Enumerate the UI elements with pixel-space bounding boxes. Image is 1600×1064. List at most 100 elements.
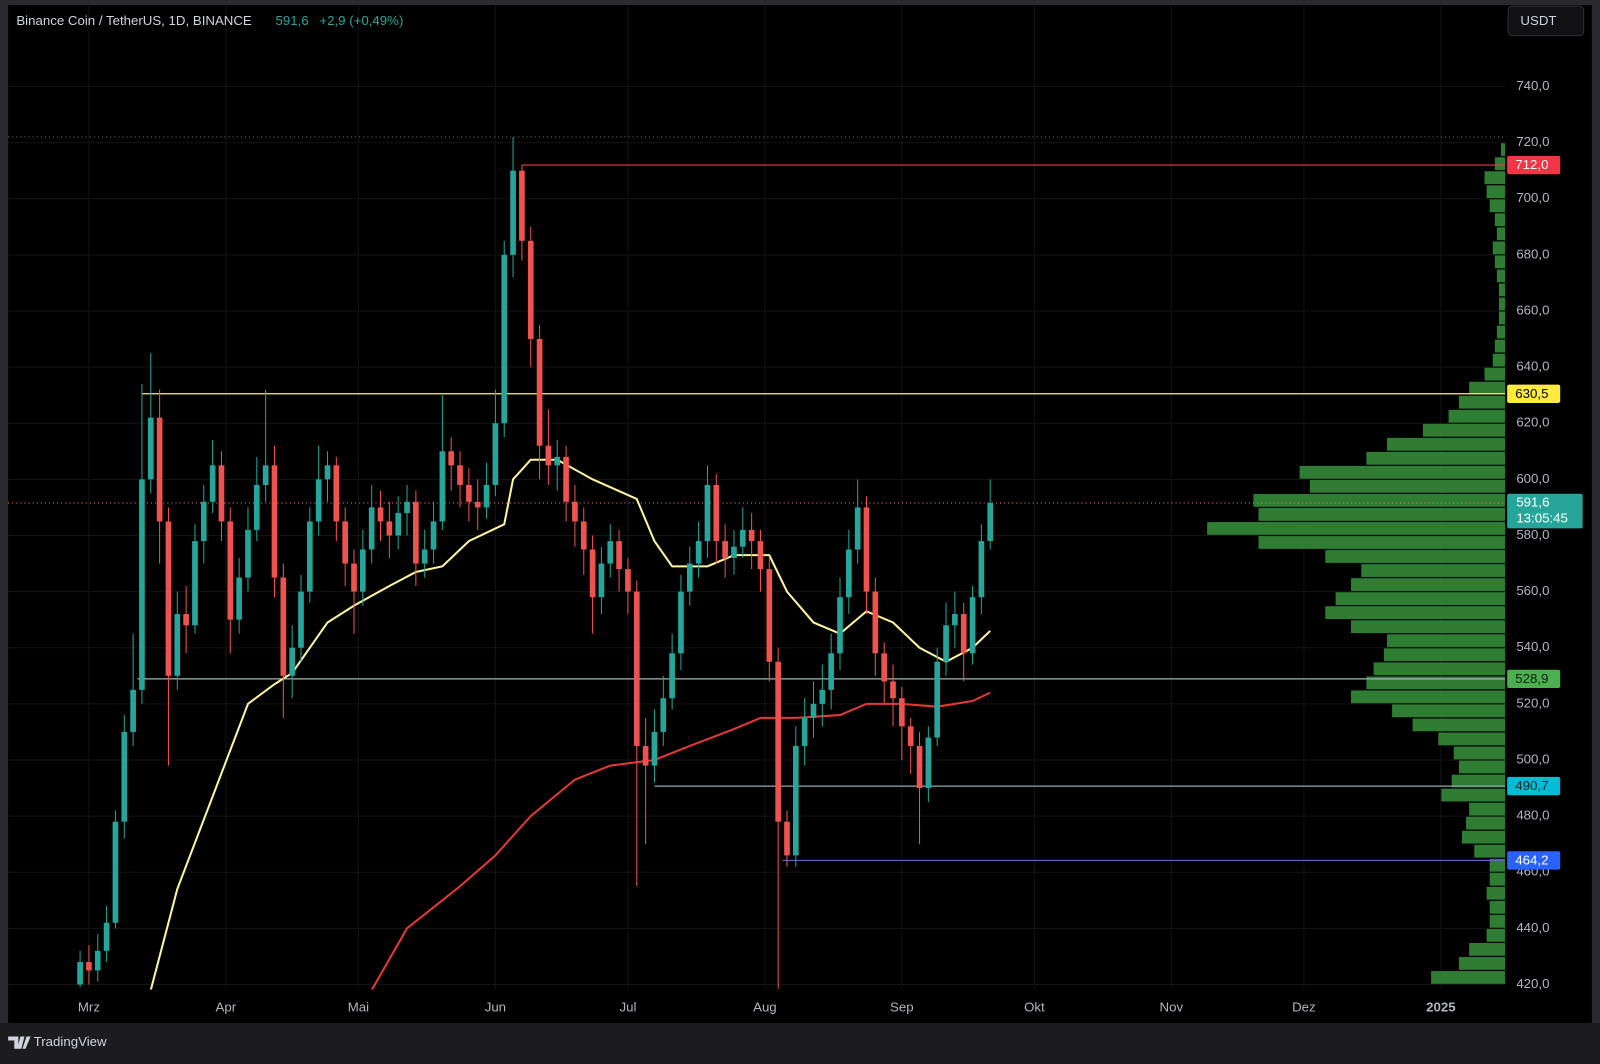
y-tick-label: 600,0 xyxy=(1516,471,1549,486)
candle-body xyxy=(209,465,216,502)
candle-body xyxy=(94,950,101,971)
x-tick-label: Apr xyxy=(216,999,237,1014)
profile-bar xyxy=(1484,171,1506,185)
profile-bar xyxy=(1492,241,1506,255)
candle-body xyxy=(739,529,746,547)
candle-body xyxy=(439,451,446,522)
x-tick-label: Okt xyxy=(1024,999,1045,1014)
candle-body xyxy=(828,653,834,690)
candle-body xyxy=(686,563,693,592)
candle-body xyxy=(642,745,649,766)
countdown-label: 13:05:45 xyxy=(1516,511,1568,526)
volume-profile xyxy=(1207,143,1506,984)
candle-body xyxy=(218,465,225,522)
profile-bar xyxy=(1466,816,1506,830)
level-label-box xyxy=(1507,669,1561,689)
currency-button[interactable] xyxy=(1507,5,1585,37)
candle-body xyxy=(854,507,861,550)
header-change: +2,9 (+0,49%) xyxy=(319,13,403,28)
candle-body xyxy=(360,549,366,592)
candle-body xyxy=(103,922,110,951)
level-label: 528,9 xyxy=(1515,671,1548,686)
candle-body xyxy=(245,529,251,578)
profile-bar xyxy=(1458,957,1506,970)
profile-bar xyxy=(1496,227,1506,241)
level-label-box xyxy=(1507,155,1561,175)
candle-body xyxy=(934,661,941,738)
profile-bar xyxy=(1373,662,1506,676)
candle-body xyxy=(147,417,154,480)
level-label: 712,0 xyxy=(1515,157,1548,172)
candle-body xyxy=(819,689,826,704)
profile-bar xyxy=(1366,451,1506,465)
y-tick-label: 640,0 xyxy=(1516,359,1549,374)
profile-bar xyxy=(1325,550,1506,563)
candle-body xyxy=(899,698,905,727)
profile-bar xyxy=(1309,479,1506,493)
candle-body xyxy=(801,717,808,746)
level-label-box xyxy=(1507,776,1561,796)
candle-body xyxy=(784,821,790,856)
candle-body xyxy=(563,456,569,502)
candle-body xyxy=(527,240,534,340)
candle-body xyxy=(695,541,702,564)
y-tick-label: 520,0 xyxy=(1516,695,1549,710)
tradingview-logo xyxy=(8,1036,31,1049)
profile-bar xyxy=(1486,928,1506,942)
header-price: 591,6 xyxy=(276,13,309,28)
candle-body xyxy=(536,339,543,446)
profile-bar xyxy=(1335,592,1506,606)
candle-body xyxy=(112,821,119,923)
profile-bar xyxy=(1461,830,1506,844)
candle-body xyxy=(77,962,83,985)
x-tick-label: Mrz xyxy=(78,999,100,1014)
candle-body xyxy=(589,549,596,598)
candle-body xyxy=(174,614,181,676)
profile-bar xyxy=(1489,914,1506,928)
candle-body xyxy=(846,549,852,598)
level-label-box xyxy=(1507,384,1561,403)
candle-body xyxy=(872,591,879,654)
y-tick-label: 500,0 xyxy=(1516,751,1549,766)
profile-bar xyxy=(1498,311,1506,325)
plot xyxy=(77,136,994,990)
profile-bar xyxy=(1494,255,1506,269)
moving-average-line xyxy=(149,458,991,990)
profile-bar xyxy=(1438,732,1506,746)
grid xyxy=(8,5,1506,990)
candle-body xyxy=(86,962,92,971)
candle-body xyxy=(837,597,843,654)
candle-body xyxy=(492,423,499,485)
profile-bar xyxy=(1500,143,1506,157)
currency-label[interactable]: USDT xyxy=(1520,13,1556,28)
candle-body xyxy=(757,541,764,570)
candle-body xyxy=(165,521,172,676)
x-tick-label: Aug xyxy=(753,999,777,1014)
candle-body xyxy=(510,170,516,255)
candle-body xyxy=(404,501,410,514)
candle-body xyxy=(625,569,631,592)
candle-body xyxy=(925,737,932,789)
candle-body xyxy=(952,614,958,626)
profile-bar xyxy=(1474,844,1506,858)
footer-brand: TradingView xyxy=(34,1034,107,1049)
y-tick-label: 540,0 xyxy=(1516,639,1549,654)
profile-bar xyxy=(1489,199,1506,213)
candle-body xyxy=(580,521,587,550)
profile-bar xyxy=(1299,465,1506,479)
y-tick-label: 580,0 xyxy=(1516,527,1549,542)
profile-bar xyxy=(1469,381,1506,395)
level-label: 464,2 xyxy=(1515,852,1548,867)
candle-body xyxy=(413,501,419,564)
candle-body xyxy=(978,541,985,598)
candle-body xyxy=(130,689,136,732)
candle-body xyxy=(890,681,896,699)
y-tick-label: 740,0 xyxy=(1516,78,1549,93)
candle-body xyxy=(943,625,949,662)
symbol-title: Binance Coin / TetherUS, 1D, BINANCE xyxy=(16,13,252,28)
candle-body xyxy=(722,541,728,558)
candle-body xyxy=(466,484,472,502)
profile-bar xyxy=(1448,409,1506,423)
x-tick-label: Jul xyxy=(619,999,636,1014)
